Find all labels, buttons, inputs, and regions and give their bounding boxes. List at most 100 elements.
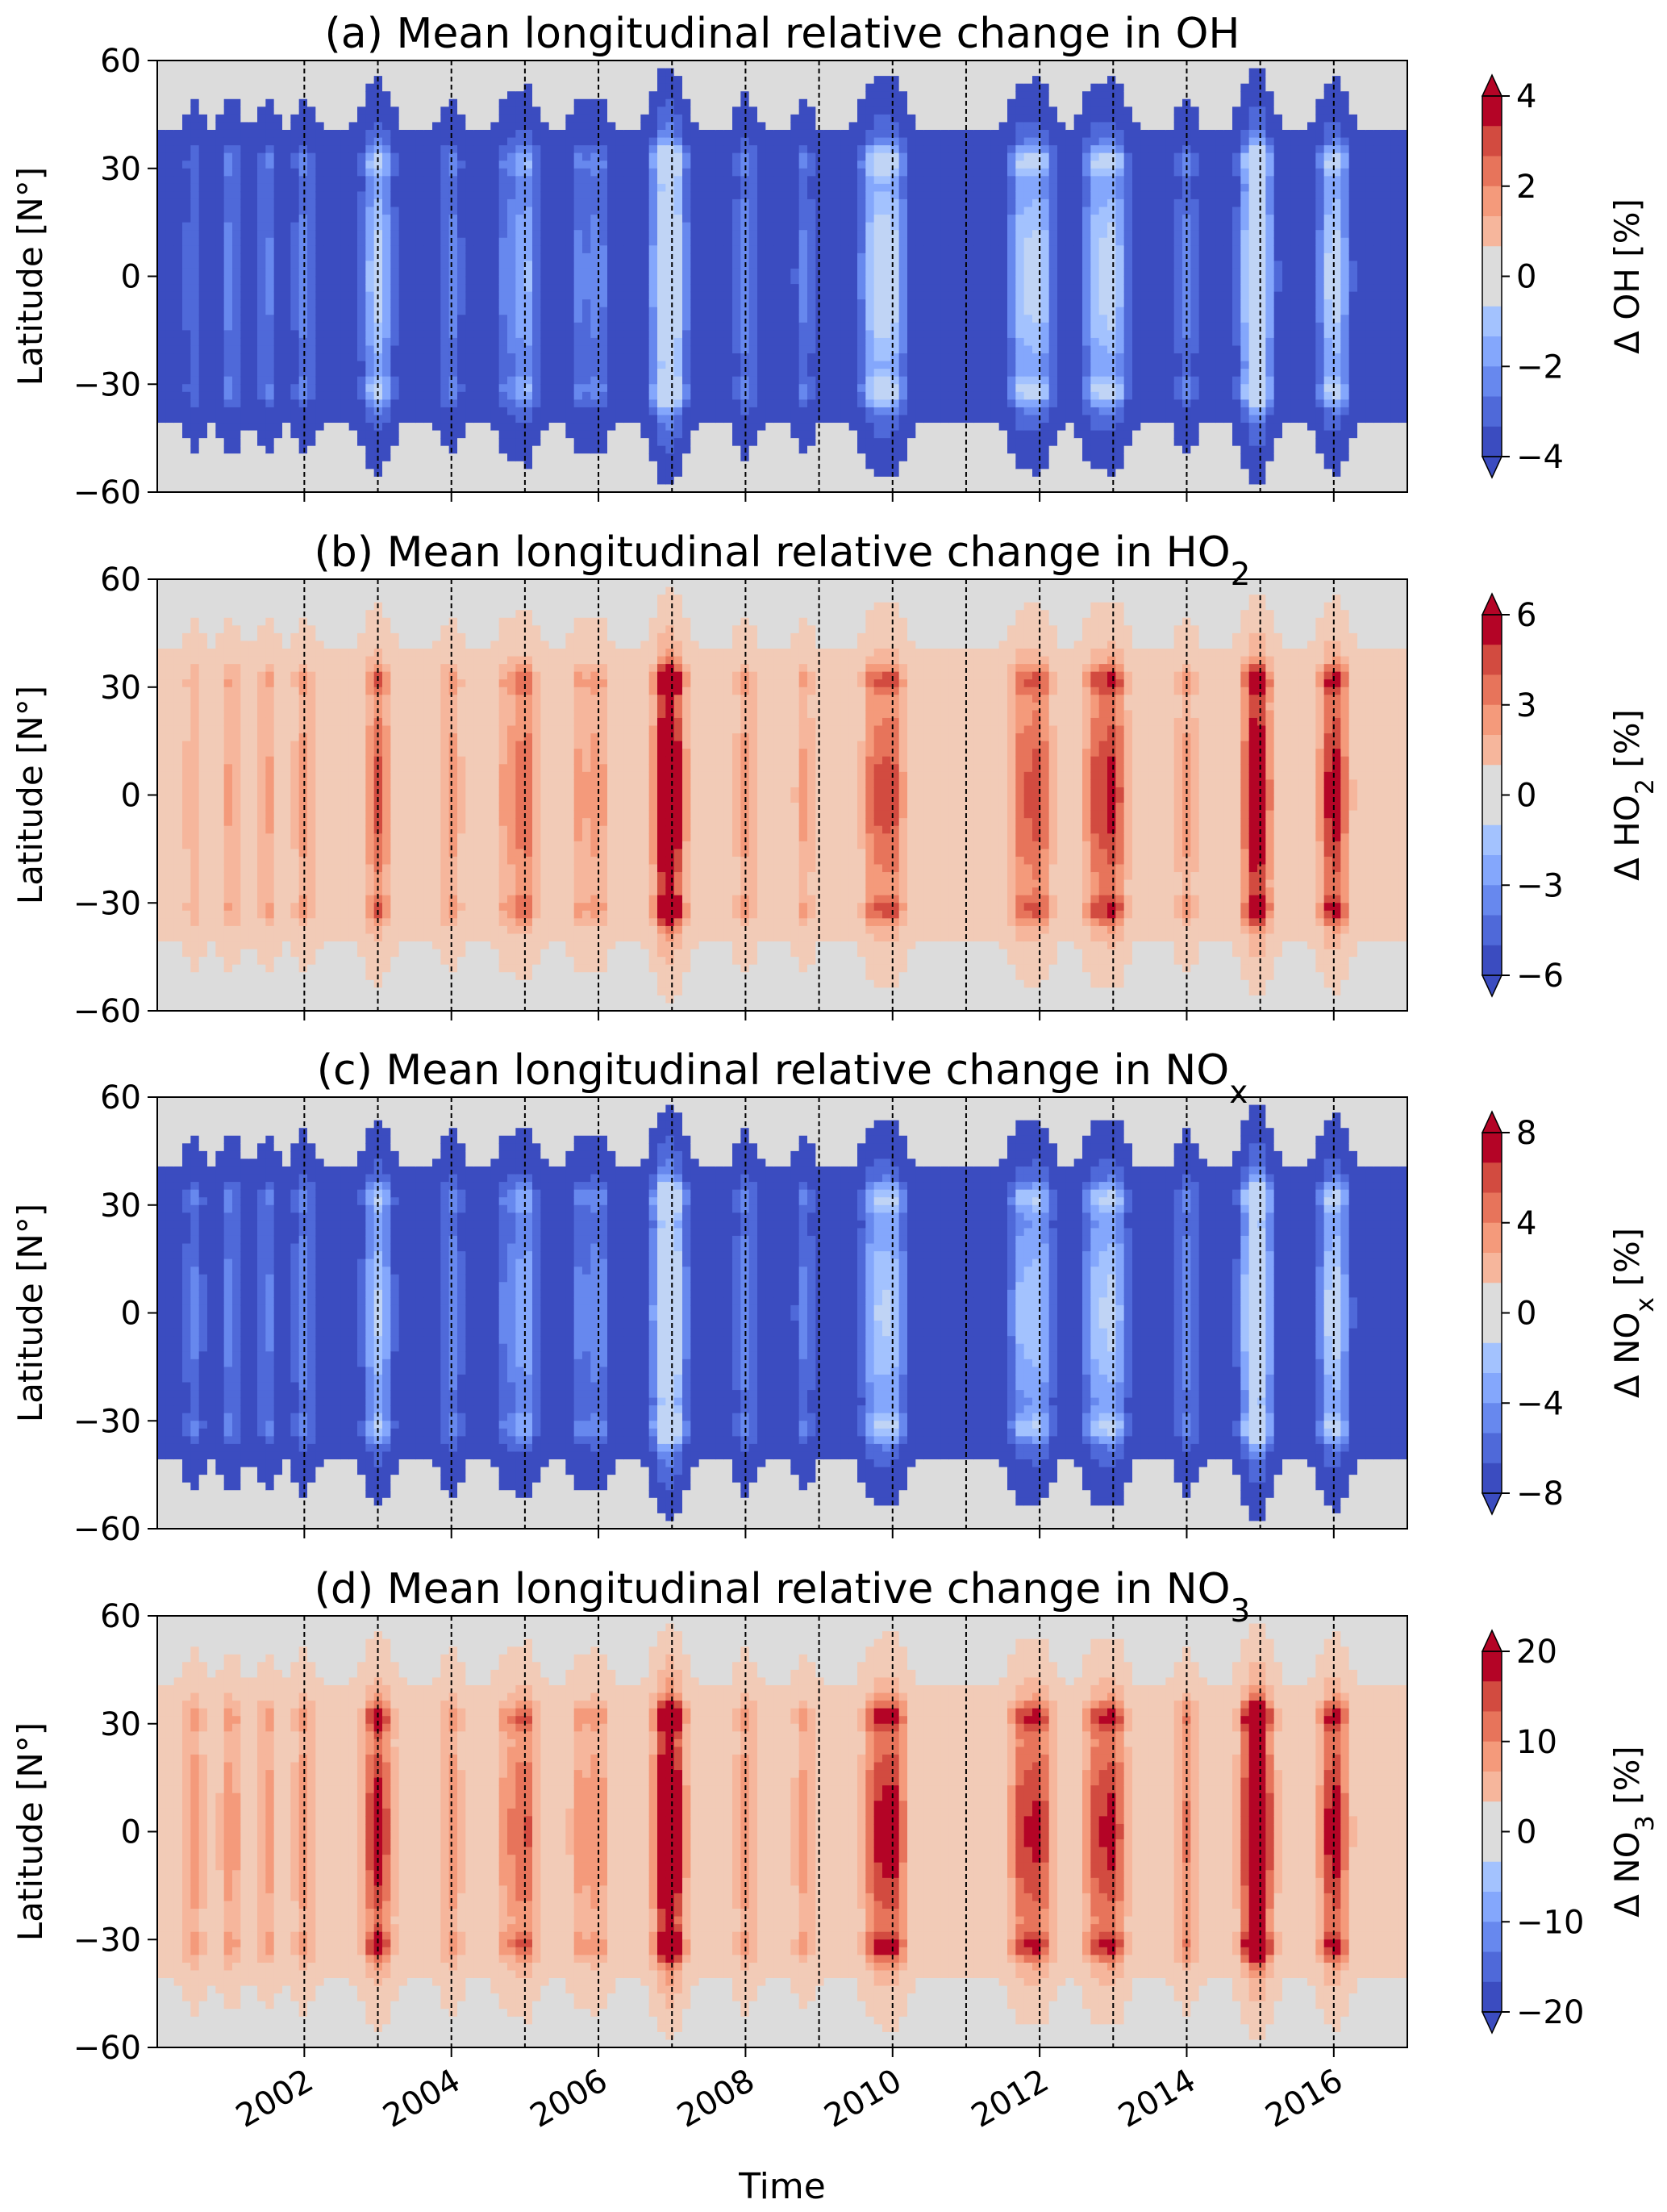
field-cell <box>373 330 383 339</box>
field-cell <box>815 129 825 139</box>
field-cell <box>682 391 691 400</box>
field-cell <box>523 168 533 177</box>
field-cell <box>498 353 508 362</box>
field-cell <box>390 430 400 439</box>
field-cell <box>407 322 416 331</box>
field-cell <box>682 438 691 447</box>
field-cell <box>473 299 483 308</box>
field-cell <box>848 191 858 200</box>
field-cell <box>690 299 700 308</box>
field-cell <box>190 469 200 478</box>
field-cell <box>182 91 191 100</box>
field-cell <box>807 376 816 385</box>
field-cell <box>715 345 725 354</box>
field-cell <box>790 183 800 193</box>
field-cell <box>890 337 900 347</box>
field-cell <box>748 222 758 231</box>
field-cell <box>190 330 200 339</box>
field-cell <box>415 106 425 115</box>
field-cell <box>457 445 466 454</box>
field-cell <box>757 376 766 385</box>
field-cell <box>423 114 433 123</box>
field-cell <box>548 415 558 424</box>
field-cell <box>573 98 583 107</box>
field-cell <box>382 237 391 246</box>
field-cell <box>448 161 458 169</box>
field-cell <box>890 430 900 439</box>
field-cell <box>482 284 491 293</box>
field-cell <box>198 438 208 447</box>
field-cell <box>290 322 300 331</box>
field-cell <box>848 484 858 493</box>
field-cell <box>465 361 475 369</box>
field-cell <box>448 253 458 261</box>
field-cell <box>840 361 850 369</box>
field-cell <box>315 91 325 100</box>
field-cell <box>865 322 875 331</box>
field-cell <box>532 207 541 215</box>
field-cell <box>540 91 550 100</box>
field-cell <box>398 307 408 315</box>
field-cell <box>432 168 441 177</box>
field-cell <box>523 307 533 315</box>
field-cell <box>532 76 541 85</box>
field-cell <box>882 245 891 254</box>
field-cell <box>398 253 408 261</box>
field-cell <box>782 137 791 146</box>
field-cell <box>323 284 333 293</box>
field-cell <box>607 245 616 254</box>
field-cell <box>823 391 833 400</box>
field-cell <box>407 391 416 400</box>
field-cell <box>557 61 566 69</box>
field-cell <box>423 83 433 92</box>
field-cell <box>273 222 283 231</box>
field-cell <box>157 245 166 254</box>
field-cell <box>657 407 666 416</box>
field-cell <box>707 291 716 300</box>
field-cell <box>223 407 233 416</box>
field-cell <box>665 161 675 169</box>
field-cell <box>415 330 425 339</box>
field-cell <box>248 330 258 339</box>
field-cell <box>390 322 400 331</box>
field-cell <box>307 315 316 323</box>
field-cell <box>257 322 266 331</box>
field-cell <box>715 122 725 131</box>
field-cell <box>573 145 583 154</box>
field-cell <box>773 353 783 362</box>
field-cell <box>273 129 283 139</box>
field-cell <box>357 268 366 278</box>
field-cell <box>732 183 741 193</box>
field-cell <box>157 469 166 478</box>
field-cell <box>282 299 291 308</box>
field-cell <box>440 384 450 393</box>
field-cell <box>873 98 883 107</box>
field-cell <box>215 261 225 269</box>
field-cell <box>507 222 516 231</box>
field-cell <box>673 114 683 123</box>
field-cell <box>473 152 483 161</box>
field-cell <box>698 145 708 154</box>
field-cell <box>432 152 441 161</box>
field-cell <box>365 129 375 139</box>
field-cell <box>207 415 216 424</box>
field-cell <box>515 376 525 385</box>
field-cell <box>448 176 458 185</box>
field-cell <box>815 391 825 400</box>
field-cell <box>273 353 283 362</box>
field-cell <box>348 299 358 308</box>
field-cell <box>748 129 758 139</box>
field-cell <box>273 291 283 300</box>
field-cell <box>690 152 700 161</box>
field-cell <box>298 245 308 254</box>
field-cell <box>507 484 516 493</box>
field-cell <box>332 152 341 161</box>
field-cell <box>332 284 341 293</box>
field-cell <box>632 391 641 400</box>
field-cell <box>782 261 791 269</box>
field-cell <box>773 68 783 77</box>
field-cell <box>290 291 300 300</box>
field-cell <box>357 245 366 254</box>
field-cell <box>398 284 408 293</box>
field-cell <box>865 415 875 424</box>
